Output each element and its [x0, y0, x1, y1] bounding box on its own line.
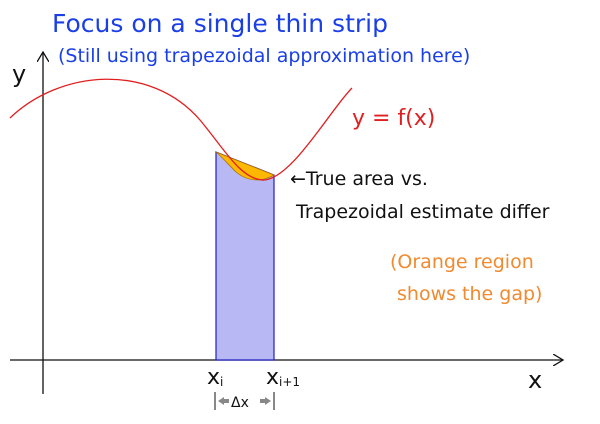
arrow-note-line1: ←True area vs. [290, 168, 428, 190]
diagram-title: Focus on a single thin strip [52, 9, 388, 38]
tick-label-xi1-main: x [266, 365, 279, 390]
gap-note-line1: (Orange region [390, 251, 534, 273]
gap-note-line2: shows the gap) [397, 283, 542, 305]
delta-x-indicator: Δx [214, 392, 275, 411]
delta-right-arrow-icon [260, 397, 271, 405]
tick-label-xi: xi [207, 365, 223, 390]
delta-x-label: Δx [231, 395, 249, 411]
delta-left-arrow-icon [218, 397, 229, 405]
tick-label-xi1-sub: i+1 [279, 375, 300, 389]
tick-label-xi-sub: i [220, 375, 223, 389]
y-axis-label: y [12, 60, 26, 88]
tick-label-xi1: xi+1 [266, 365, 300, 390]
function-curve [9, 78, 353, 181]
diagram-subtitle: (Still using trapezoidal approximation h… [58, 45, 470, 67]
x-axis-label: x [528, 366, 542, 394]
trapezoid-strip [215, 151, 275, 361]
curve-label: y = f(x) [352, 106, 435, 131]
tick-label-xi-main: x [207, 365, 220, 390]
arrow-note-line2: Trapezoidal estimate differ [295, 201, 550, 223]
